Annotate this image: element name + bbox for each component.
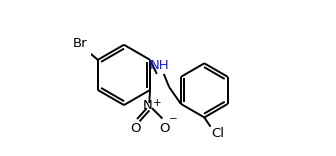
Text: O: O	[160, 122, 170, 135]
Text: O: O	[130, 122, 140, 135]
Text: NH: NH	[150, 59, 170, 72]
Text: −: −	[169, 114, 178, 124]
Text: N: N	[143, 99, 153, 112]
Text: Br: Br	[72, 37, 87, 50]
Text: Cl: Cl	[211, 127, 224, 140]
Text: +: +	[153, 98, 162, 108]
